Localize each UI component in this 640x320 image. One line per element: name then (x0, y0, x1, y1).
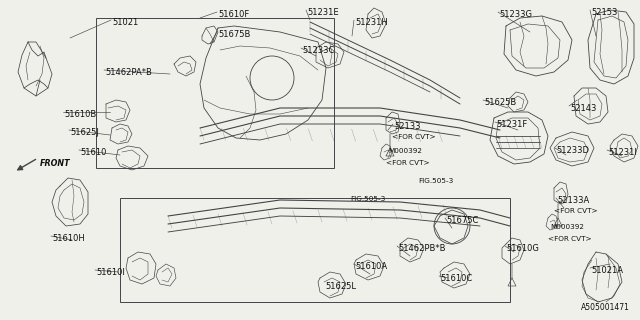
Text: 51021: 51021 (112, 18, 138, 27)
Text: 51610G: 51610G (506, 244, 539, 253)
Text: 51625B: 51625B (484, 98, 516, 107)
Text: <FOR CVT>: <FOR CVT> (392, 134, 436, 140)
Text: 51610A: 51610A (355, 262, 387, 271)
Text: M000392: M000392 (550, 224, 584, 230)
Text: 51233C: 51233C (302, 46, 334, 55)
Text: 51625J: 51625J (70, 128, 99, 137)
Text: 51675C: 51675C (446, 216, 478, 225)
Text: A505001471: A505001471 (581, 303, 630, 312)
Text: 51462PB*B: 51462PB*B (398, 244, 445, 253)
Text: 51233G: 51233G (499, 10, 532, 19)
Text: 51610B: 51610B (64, 110, 96, 119)
Text: 51610F: 51610F (218, 10, 249, 19)
Text: 52133A: 52133A (557, 196, 589, 205)
Text: 51610C: 51610C (440, 274, 472, 283)
Text: 51610I: 51610I (96, 268, 125, 277)
Text: 51231H: 51231H (355, 18, 388, 27)
Text: <FOR CVT>: <FOR CVT> (386, 160, 429, 166)
Text: 51462PA*B: 51462PA*B (105, 68, 152, 77)
Text: 51625L: 51625L (325, 282, 356, 291)
Text: FRONT: FRONT (40, 159, 70, 169)
Text: 51021A: 51021A (591, 266, 623, 275)
Bar (120, 198, 510, 302)
Text: 51675B: 51675B (218, 30, 250, 39)
Text: FIG.505-3: FIG.505-3 (418, 178, 453, 184)
Text: <FOR CVT>: <FOR CVT> (548, 236, 591, 242)
Text: 51610: 51610 (80, 148, 106, 157)
Text: 51610H: 51610H (52, 234, 84, 243)
Text: 51231E: 51231E (307, 8, 339, 17)
Text: FIG.505-3: FIG.505-3 (350, 196, 385, 202)
Text: 51233D: 51233D (556, 146, 589, 155)
Text: 52133: 52133 (394, 122, 420, 131)
Bar (96, 18, 334, 168)
Text: M000392: M000392 (388, 148, 422, 154)
Text: <FOR CVT>: <FOR CVT> (554, 208, 598, 214)
Text: 52143: 52143 (570, 104, 596, 113)
Text: 51231F: 51231F (496, 120, 527, 129)
Text: 51231I: 51231I (608, 148, 637, 157)
Text: 52153: 52153 (591, 8, 618, 17)
